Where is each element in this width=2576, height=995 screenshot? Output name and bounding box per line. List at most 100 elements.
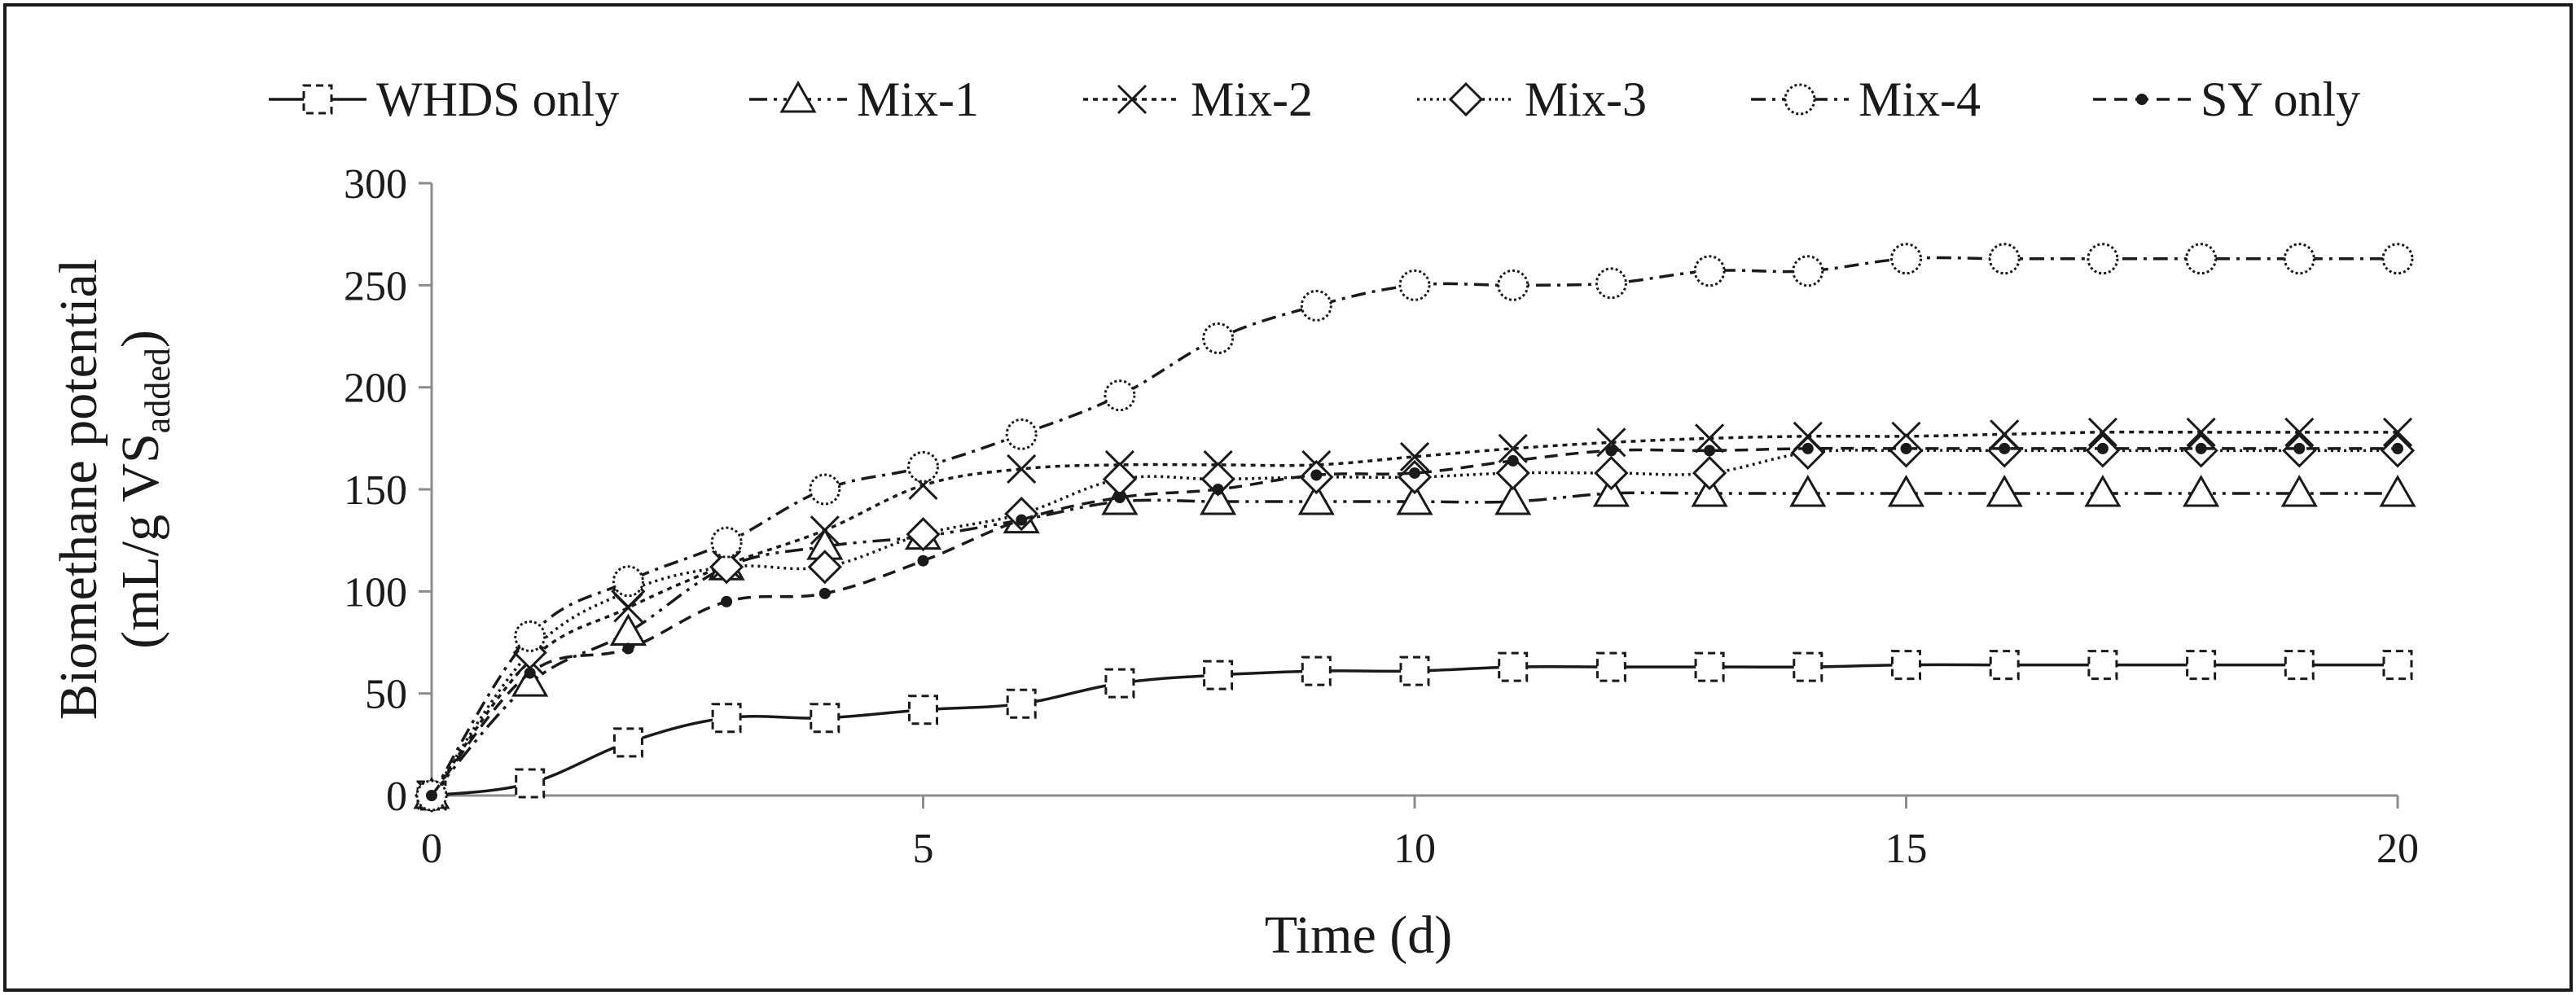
data-point-circle	[514, 620, 546, 652]
data-point-dot	[917, 554, 929, 567]
data-point-x	[810, 515, 840, 546]
data-point-x-stroke	[2087, 417, 2117, 447]
y-axis-title-main: Biomethane potential	[49, 259, 108, 720]
legend-label: Mix-2	[1191, 72, 1313, 126]
data-point-diamond	[1495, 455, 1530, 491]
data-point-circle	[907, 450, 939, 483]
data-point-x	[1695, 423, 1725, 454]
data-point-circle	[710, 526, 743, 559]
data-point-triangle	[1887, 474, 1925, 507]
data-point-dot	[2096, 442, 2109, 454]
data-point-circle	[1300, 289, 1332, 322]
data-point-circle	[1792, 255, 1824, 287]
data-point-triangle	[2379, 474, 2416, 507]
y-tick-label: 300	[344, 161, 407, 208]
data-point-square	[2284, 650, 2315, 681]
data-point-x	[1007, 454, 1037, 484]
legend: WHDS only Mix-1 Mix-2 Mix-3 Mix-4 SY only	[269, 72, 2360, 126]
data-point-diamond	[906, 517, 941, 552]
data-point-dot	[1605, 445, 1617, 457]
data-point-dot	[1704, 445, 1716, 457]
y-tick-label: 0	[386, 774, 407, 820]
data-point-dot	[1016, 514, 1028, 526]
legend-label: Mix-1	[857, 72, 979, 126]
data-point-square	[2382, 650, 2413, 681]
data-point-dot	[1999, 442, 2011, 454]
data-point-diamond	[1692, 455, 1727, 491]
data-point-triangle	[1986, 474, 2023, 507]
data-point-x-stroke	[2382, 417, 2413, 447]
data-point-square	[1498, 651, 1529, 682]
data-point-dot	[721, 595, 733, 607]
data-point-x-stroke	[2186, 417, 2216, 447]
series-line	[430, 446, 2398, 797]
x-ticks: 0 5 10 15 20	[421, 796, 2419, 872]
data-point-square	[1006, 688, 1037, 719]
data-point-triangle	[1396, 483, 1433, 515]
data-point-triangle	[511, 664, 549, 697]
data-point-x-stroke	[1399, 441, 1430, 471]
data-point-diamond	[1004, 496, 1039, 532]
axes: 0 50 100 150 200 250 300 0 5 10 15 20	[344, 161, 2419, 872]
data-point-triangle	[1494, 483, 1532, 515]
data-point-x-stroke	[1007, 454, 1037, 484]
data-point-x-stroke	[810, 515, 840, 546]
data-point-circle	[1104, 379, 1136, 412]
data-point-circle	[1988, 243, 2021, 275]
x-axis-title: Time (d)	[1265, 905, 1452, 965]
data-point-circle	[612, 565, 644, 598]
data-point-square	[302, 84, 333, 115]
data-point-square	[2186, 650, 2217, 681]
data-point-dot	[2136, 94, 2148, 105]
data-point-square	[2087, 650, 2118, 681]
legend-label: Mix-3	[1525, 72, 1647, 126]
series-whds-only	[416, 650, 2413, 811]
data-point-dot	[1900, 442, 1912, 454]
data-point-x-stroke	[1596, 427, 1626, 458]
data-point-triangle	[1789, 474, 1827, 507]
series-layer	[413, 243, 2416, 813]
legend-entry: WHDS only	[269, 72, 619, 126]
data-point-x-stroke	[1117, 84, 1148, 115]
data-point-square	[1104, 668, 1135, 699]
x-tick-label: 15	[1885, 826, 1928, 872]
data-point-square	[711, 703, 742, 734]
data-point-dot	[818, 587, 831, 599]
data-point-triangle	[2183, 474, 2220, 507]
data-point-diamond	[709, 550, 744, 585]
data-point-diamond	[807, 550, 842, 585]
y-tick-label: 150	[344, 467, 407, 514]
data-point-triangle	[1691, 474, 1728, 507]
x-tick-label: 5	[913, 826, 934, 872]
legend-label: SY only	[2201, 72, 2360, 126]
data-point-circle	[2381, 243, 2414, 275]
data-point-circle	[2185, 243, 2218, 275]
data-point-circle	[809, 473, 841, 506]
data-point-dot	[1212, 484, 1224, 495]
y-axis-title-unit: (mL/g VSadded)	[111, 330, 178, 649]
data-point-triangle	[1592, 474, 1630, 507]
data-point-x	[1596, 427, 1626, 458]
data-point-x	[2087, 417, 2117, 447]
x-tick-label: 10	[1393, 826, 1436, 872]
data-point-x	[1117, 84, 1148, 115]
data-point-triangle	[2084, 474, 2122, 507]
data-point-diamond	[1594, 455, 1629, 491]
data-point-dot	[426, 790, 437, 801]
data-point-circle	[1890, 243, 1922, 275]
y-tick-label: 200	[344, 366, 407, 412]
data-point-dot	[1801, 442, 1814, 454]
data-point-square	[1793, 651, 1823, 682]
y-ticks: 0 50 100 150 200 250 300	[344, 161, 432, 820]
legend-entry: Mix-1	[749, 72, 979, 126]
data-point-x	[1399, 441, 1430, 471]
data-point-circle	[1398, 269, 1431, 301]
y-axis-unit-prefix: (mL/g VS	[111, 433, 170, 649]
legend-entry: Mix-3	[1417, 72, 1647, 126]
data-point-circle	[1005, 418, 1038, 450]
y-axis-unit-subscript: added	[138, 348, 178, 433]
data-point-triangle	[779, 80, 817, 113]
data-point-circle	[1202, 322, 1235, 355]
data-point-dot	[1113, 492, 1126, 504]
